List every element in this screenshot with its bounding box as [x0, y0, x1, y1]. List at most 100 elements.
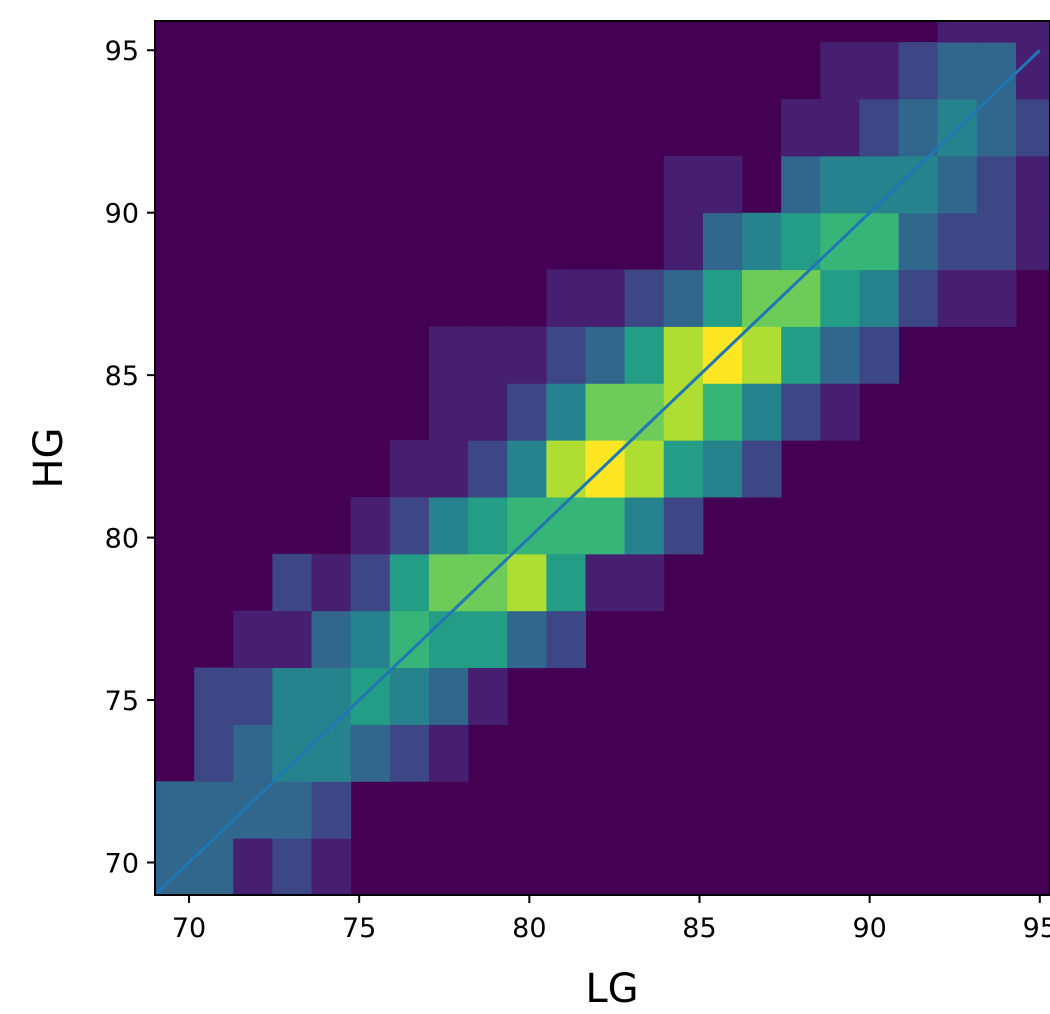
heatmap-cell [702, 326, 743, 384]
heatmap-cell [155, 838, 195, 896]
y-tick-label: 95 [105, 36, 139, 67]
heatmap-cell [820, 269, 860, 327]
heatmap-cell [585, 440, 626, 498]
heatmap-cell [937, 155, 978, 214]
heatmap-cell [311, 667, 352, 725]
y-tick-label: 85 [105, 361, 139, 392]
heatmap-cell [663, 496, 704, 555]
heatmap-cell [742, 326, 782, 384]
heatmap-cell [976, 21, 1017, 43]
heatmap-cell [546, 553, 586, 612]
heatmap-cell [1015, 42, 1050, 100]
heatmap-cell [468, 326, 508, 384]
heatmap-cell [859, 42, 900, 100]
heatmap-cell [194, 667, 234, 725]
heatmap-cell [272, 553, 313, 612]
plot-frame [154, 20, 1050, 896]
heatmap-cell [1015, 155, 1050, 214]
heatmap-cell [624, 496, 665, 555]
heatmap-cell [585, 269, 626, 327]
heatmap-cell [702, 440, 743, 498]
heatmap-cell [468, 610, 508, 669]
heatmap-cell [233, 667, 273, 725]
heatmap-cell [546, 269, 586, 327]
heatmap-cell [389, 553, 430, 612]
heatmap-cell [976, 269, 1017, 327]
x-tick-label: 70 [172, 913, 206, 944]
heatmap-cell [1015, 98, 1050, 157]
heatmap-cell [820, 383, 860, 441]
heatmap-cell [468, 496, 508, 555]
heatmap-cell [898, 212, 939, 271]
heatmap-cell [820, 42, 860, 100]
heatmap-cell [663, 383, 704, 441]
x-tick-label: 85 [682, 913, 716, 944]
heatmap-cell [742, 440, 782, 498]
y-tick-label: 75 [105, 686, 139, 717]
x-axis-label: LG [585, 966, 638, 1012]
heatmap-cell [311, 553, 352, 612]
heatmap-cell [1015, 212, 1050, 271]
heatmap-cell [311, 838, 352, 896]
y-tick-label: 80 [105, 524, 139, 555]
heatmap-cell [663, 269, 704, 327]
heatmap-cell [976, 98, 1017, 157]
heatmap-cell [898, 42, 939, 100]
heatmap-cell [702, 212, 743, 271]
heatmap-cell [389, 724, 430, 782]
heatmap-cell [585, 496, 626, 555]
heatmap-cell [624, 326, 665, 384]
heatmap-cell [507, 326, 547, 384]
heatmap-cell [781, 326, 821, 384]
heatmap-cell [742, 212, 782, 271]
heatmap-cell [468, 440, 508, 498]
heatmap-cell [233, 610, 273, 669]
heatmap-cell [507, 440, 547, 498]
heatmap-cell [976, 155, 1017, 214]
heatmap-cell [389, 440, 430, 498]
heatmap-cell [272, 667, 313, 725]
heatmap-cell [624, 440, 665, 498]
heatmap-cell [702, 383, 743, 441]
heatmap-cell [350, 496, 391, 555]
heatmap-cell [742, 269, 782, 327]
heatmap-cell [624, 269, 665, 327]
heatmap-cell [781, 98, 821, 157]
heatmap-cell [663, 155, 704, 214]
heatmap-cell [820, 98, 860, 157]
heatmap-cell [742, 383, 782, 441]
heatmap-cell [663, 326, 704, 384]
heatmap-cell [702, 155, 743, 214]
heatmap-cell [350, 610, 391, 669]
y-axis-label: HG [26, 427, 72, 488]
heatmap-cell [624, 553, 665, 612]
heatmap-cell [507, 553, 547, 612]
heatmap-cell [859, 98, 900, 157]
heatmap-cell [546, 496, 586, 555]
heatmap-cell [272, 838, 313, 896]
x-tick-label: 80 [512, 913, 546, 944]
heatmap-cell [859, 212, 900, 271]
heatmap-cell [546, 610, 586, 669]
heatmap-cell [389, 496, 430, 555]
heatmap-cell [350, 553, 391, 612]
heatmap-cell [937, 42, 978, 100]
reference-line [153, 49, 1041, 897]
heatmap-cell [702, 269, 743, 327]
heatmap-cell [272, 724, 313, 782]
heatmap-cell [546, 383, 586, 441]
heatmap-cell [194, 724, 234, 782]
heatmap-cell [859, 326, 900, 384]
heatmap-cell [468, 667, 508, 725]
heatmap-cell [663, 440, 704, 498]
heatmap-cell [428, 440, 469, 498]
heatmap-cell [585, 326, 626, 384]
heatmap-cell [507, 610, 547, 669]
heatmap-cell [1015, 21, 1050, 43]
heatmap-cells [155, 21, 1050, 896]
y-tick-label: 90 [105, 199, 139, 230]
y-tick-label: 70 [105, 849, 139, 880]
heatmap-cell [937, 269, 978, 327]
heatmap-cell [663, 212, 704, 271]
